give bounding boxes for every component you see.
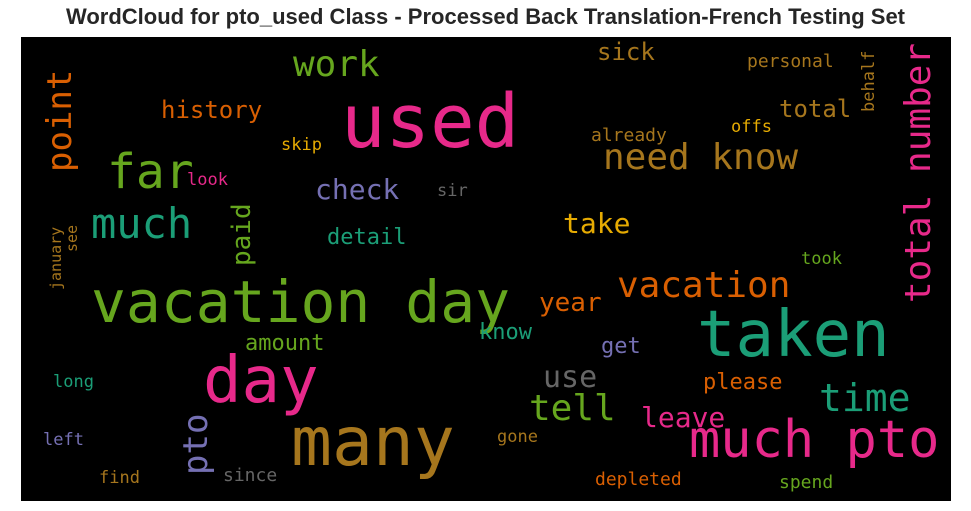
wordcloud-word-look: look [187, 170, 228, 190]
chart-title: WordCloud for pto_used Class - Processed… [65, 4, 906, 29]
wordcloud-word-work: work [293, 44, 380, 85]
wordcloud-word-personal: personal [747, 51, 834, 72]
wordcloud-word-already: already [591, 125, 667, 146]
wordcloud-word-behalf: behalf [859, 50, 879, 112]
wordcloud-word-day: day [203, 344, 319, 418]
wordcloud-word-far: far [107, 144, 194, 200]
wordcloud-word-detail: detail [327, 225, 407, 250]
wordcloud-word-offs: offs [731, 117, 772, 137]
wordcloud-word-left: left [43, 430, 84, 450]
wordcloud-word-see: see [63, 224, 81, 252]
wordcloud-word-get: get [601, 334, 641, 359]
wordcloud-word-need-know: need know [603, 137, 799, 178]
wordcloud-word-gone: gone [497, 427, 538, 447]
wordcloud-word-find: find [99, 468, 140, 488]
wordcloud-word-check: check [315, 173, 400, 206]
wordcloud-word-sick: sick [597, 38, 655, 66]
wordcloud-word-much-pto: much pto [689, 410, 940, 470]
wordcloud-word-point: point [40, 69, 80, 172]
wordcloud-word-pto: pto [176, 413, 216, 475]
wordcloud-word-skip: skip [281, 135, 322, 155]
wordcloud-word-paid: paid [227, 203, 257, 266]
wordcloud-word-total: total [779, 95, 852, 123]
wordcloud-word-vacation: vacation [617, 265, 791, 306]
wordcloud-word-took: took [801, 249, 842, 269]
wordcloud-word-used: used [341, 79, 520, 165]
wordcloud-word-vacation-day: vacation day [91, 268, 511, 336]
wordcloud-word-leave: leave [641, 401, 726, 434]
wordcloud-word-january: january [47, 226, 65, 290]
wordcloud-word-long: long [53, 372, 94, 392]
wordcloud-word-know: know [479, 320, 532, 345]
wordcloud-word-use: use [543, 360, 598, 395]
wordcloud-word-year: year [539, 288, 602, 318]
wordcloud-word-many: many [291, 403, 455, 482]
wordcloud-word-tell: tell [529, 388, 616, 429]
wordcloud-word-depleted: depleted [595, 469, 682, 490]
wordcloud-word-please: please [703, 370, 783, 395]
wordcloud-word-history: history [161, 96, 263, 124]
wordcloud-word-time: time [819, 376, 911, 420]
wordcloud-word-much: much [91, 199, 193, 248]
wordcloud-word-taken: taken [697, 298, 890, 372]
wordcloud-word-total-number: total number [898, 42, 939, 303]
wordcloud-word-since: since [223, 465, 278, 486]
wordcloud-word-take: take [563, 207, 631, 240]
wordcloud-word-sir: sir [437, 181, 468, 201]
wordcloud-canvas: used many vacation day taken day much pto tota… [21, 37, 951, 501]
wordcloud-word-spend: spend [779, 472, 834, 493]
wordcloud-word-amount: amount [245, 331, 325, 356]
